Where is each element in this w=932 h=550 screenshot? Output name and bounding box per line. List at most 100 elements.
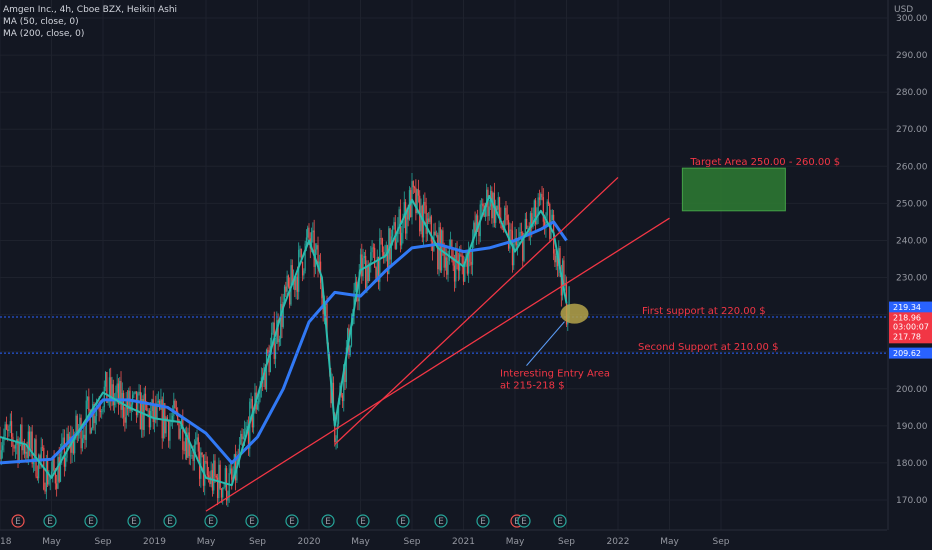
candle-body	[95, 406, 98, 417]
current-badge-bg	[889, 312, 932, 344]
candle-body	[102, 407, 104, 412]
candle-body	[407, 209, 409, 220]
candle-body	[447, 260, 449, 275]
candle-body	[365, 255, 367, 289]
candle-body	[525, 218, 528, 230]
candle-body	[268, 353, 270, 373]
candle-body	[160, 399, 162, 410]
candle-body	[559, 248, 561, 274]
candle-body	[21, 424, 23, 451]
candle-body	[90, 428, 93, 434]
candle-body	[144, 393, 147, 403]
candle-body	[256, 404, 259, 410]
time-axis[interactable]: 2018 May Sep 2019 May Sep 2020 May Sep 2021 May Sep…	[0, 529, 887, 547]
candle-body	[26, 451, 28, 458]
candle-body	[376, 257, 378, 280]
candle-body	[520, 232, 523, 233]
earnings-marker-label: E	[208, 517, 214, 527]
candle-body	[157, 400, 159, 403]
candle-body	[237, 457, 239, 462]
currency-label: USD	[894, 5, 913, 15]
candle-body	[222, 488, 224, 498]
trendlines[interactable]	[205, 176, 670, 512]
symbol-title[interactable]: Amgen Inc., 4h, Cboe BZX, Heikin Ashi	[3, 5, 178, 15]
candle-body	[468, 249, 470, 274]
entry-area-ellipse[interactable]	[526, 303, 589, 366]
earnings-marker-label: E	[557, 517, 563, 527]
candle-body	[563, 260, 565, 287]
earnings-marker-label: E	[289, 517, 295, 527]
candle-body	[456, 248, 458, 261]
candle-body	[547, 201, 550, 204]
candle-body	[377, 257, 380, 282]
candle-body	[338, 399, 340, 425]
candle-body	[233, 454, 235, 478]
candle-body	[381, 238, 383, 253]
candle-body	[393, 222, 395, 226]
support2-badge-bg	[889, 347, 932, 359]
candlestick-series	[0, 172, 570, 507]
candle-body	[560, 273, 562, 296]
earnings-marker	[11, 514, 25, 528]
candle-body	[367, 265, 369, 282]
candle-body	[398, 209, 400, 228]
candle-body	[278, 338, 280, 343]
candle-body	[22, 442, 24, 451]
candle-body	[299, 248, 301, 250]
earnings-marker	[204, 514, 218, 528]
earnings-marker	[476, 514, 490, 528]
candle-body	[435, 235, 438, 236]
entry-label-1: Interesting Entry Area	[500, 369, 610, 380]
earnings-marker-label: E	[480, 517, 486, 527]
chart-grid	[0, 0, 887, 530]
candle-body	[205, 461, 207, 462]
candle-body	[81, 438, 83, 449]
candle-body	[32, 461, 35, 464]
target-area-box[interactable]	[681, 167, 786, 212]
ma50-legend[interactable]: MA (50, close, 0)	[3, 17, 79, 27]
time-tick-label: 2018	[0, 537, 12, 547]
price-axis[interactable]: USD170.00180.00190.00200.00210.00220.002…	[887, 0, 928, 530]
candle-body	[359, 254, 362, 272]
candle-body	[150, 411, 152, 428]
annotations: Target Area 250.00 - 260.00 $ First suppo…	[500, 157, 840, 391]
candle-body	[289, 286, 291, 305]
time-tick-label: May	[660, 537, 679, 547]
ma50-line	[0, 195, 568, 487]
trendline	[205, 217, 670, 512]
candle-body	[75, 415, 77, 438]
candle-body	[326, 303, 328, 343]
price-tick-label: 170.00	[896, 496, 928, 506]
candle-body	[310, 232, 313, 249]
time-tick-label: Sep	[558, 537, 575, 547]
candle-body	[473, 222, 475, 240]
candle-body	[318, 261, 320, 270]
candle-body	[229, 468, 232, 474]
candle-body	[244, 431, 246, 437]
candle-body	[206, 461, 208, 476]
candle-body	[25, 451, 27, 454]
candle-body	[8, 425, 10, 432]
candle-body	[143, 393, 145, 430]
candle-body	[510, 229, 512, 231]
candle-body	[174, 400, 176, 408]
candle-body	[480, 203, 483, 205]
candle-body	[502, 228, 505, 230]
candle-body	[395, 242, 398, 249]
candle-body	[341, 395, 344, 402]
candle-body	[18, 442, 20, 462]
ma200-legend[interactable]: MA (200, close, 0)	[3, 29, 85, 39]
candle-body	[148, 410, 150, 428]
candle-body	[372, 247, 374, 249]
candle-body	[238, 444, 241, 462]
candle-body	[374, 247, 376, 268]
target-label: Target Area 250.00 - 260.00 $	[689, 157, 840, 168]
candle-body	[307, 227, 309, 238]
price-tick-label: 190.00	[896, 422, 928, 432]
candle-body	[187, 432, 189, 458]
time-tick-label: May	[506, 537, 525, 547]
candle-body	[538, 197, 541, 200]
